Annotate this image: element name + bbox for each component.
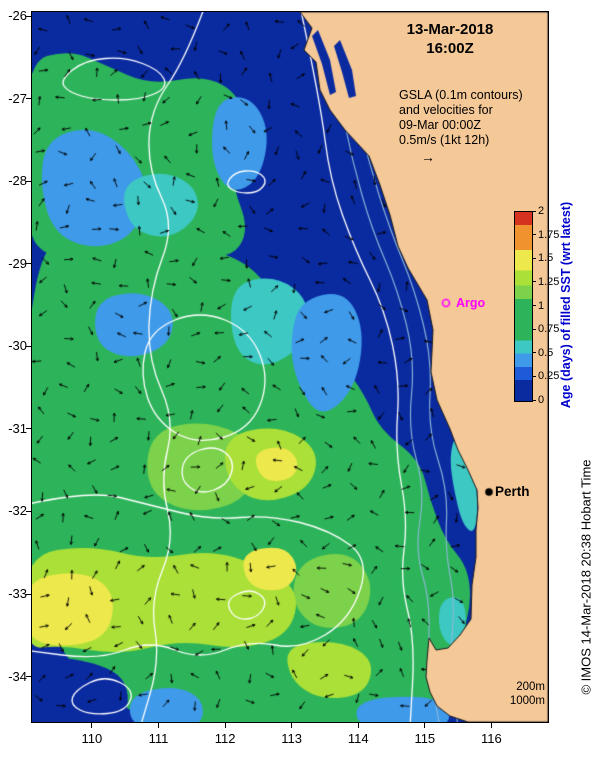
x-axis-tick xyxy=(224,722,226,728)
y-axis-tick-label: -28 xyxy=(8,173,27,189)
x-axis-tick xyxy=(91,722,93,728)
velocity-scale-arrow-icon: → xyxy=(421,149,435,165)
colorbar-tick-label: 0.25 xyxy=(538,370,560,383)
y-axis-tick xyxy=(26,263,32,265)
colorbar-tick-label: 1.5 xyxy=(538,252,554,265)
colorbar-tick-label: 0.75 xyxy=(538,323,560,336)
colorbar-tick xyxy=(532,328,536,330)
x-axis-tick-label: 112 xyxy=(214,731,236,746)
colorbar-tick xyxy=(532,399,536,401)
gsla-legend: GSLA (0.1m contours) and velocities for … xyxy=(399,88,523,165)
x-axis-tick-label: 111 xyxy=(148,731,169,746)
colorbar-tick xyxy=(532,305,536,306)
x-axis-tick-label: 116 xyxy=(481,731,502,746)
isobath-depth-label-1000m: 1000m xyxy=(509,695,545,707)
legend-line-4: 0.5m/s (1kt 12h) xyxy=(399,133,490,147)
colorbar-tick-label: 1 xyxy=(538,299,545,312)
y-axis-tick xyxy=(26,510,32,512)
x-axis-tick xyxy=(490,722,492,728)
colorbar-axis-label: Age (days) of filled SST (wrt latest) xyxy=(559,201,573,409)
map-datetime: 13-Mar-2018 16:00Z xyxy=(383,20,517,58)
colorbar-tick-label: 1.75 xyxy=(538,228,560,241)
y-axis-tick-label: -26 xyxy=(8,8,27,24)
legend-line-1: GSLA (0.1m contours) xyxy=(399,88,523,102)
y-axis-tick xyxy=(26,98,32,100)
y-axis-tick xyxy=(26,15,32,17)
colorbar xyxy=(514,211,533,402)
y-axis-tick xyxy=(26,345,32,347)
colorbar-tick xyxy=(532,210,536,212)
y-axis-tick-label: -32 xyxy=(8,503,27,519)
legend-line-2: and velocities for xyxy=(399,103,493,117)
y-axis-tick-label: -34 xyxy=(8,668,27,684)
argo-label: Argo xyxy=(456,296,486,310)
y-axis-tick xyxy=(26,676,32,678)
x-axis-tick xyxy=(158,722,159,728)
colorbar-tick-label: 1.25 xyxy=(538,275,560,288)
colorbar-tick xyxy=(532,234,536,236)
y-axis-tick-label: -33 xyxy=(8,586,27,602)
x-axis-tick-label: 110 xyxy=(81,731,103,746)
colorbar-tick-label: 0.5 xyxy=(538,346,554,359)
y-axis-tick-label: -29 xyxy=(8,255,27,271)
y-axis-tick-label: -27 xyxy=(8,90,27,106)
x-axis-tick-label: 113 xyxy=(281,731,303,746)
colorbar-tick-label: 0 xyxy=(538,394,545,406)
isobath-depth-label-200m: 200m xyxy=(516,681,545,693)
colorbar-tick-label: 2 xyxy=(538,205,545,217)
y-axis-tick-label: -31 xyxy=(8,420,27,436)
x-axis-tick-label: 114 xyxy=(347,731,369,746)
colorbar-tick xyxy=(532,352,536,354)
map-date: 13-Mar-2018 xyxy=(406,21,494,38)
y-axis-tick xyxy=(26,428,32,430)
credit-text: © IMOS 14-Mar-2018 20:38 Hobart Time xyxy=(578,459,594,695)
colorbar-tick xyxy=(532,281,536,283)
colorbar-tick xyxy=(532,257,536,259)
x-axis-tick-label: 115 xyxy=(414,731,436,746)
y-axis-tick xyxy=(26,593,32,595)
x-axis-tick xyxy=(357,722,359,728)
y-axis-tick-label: -30 xyxy=(8,338,27,354)
x-axis-tick xyxy=(291,722,293,728)
map-canvas xyxy=(31,11,549,723)
colorbar-tick xyxy=(532,375,536,377)
perth-label: Perth xyxy=(495,484,530,499)
x-axis-tick xyxy=(424,722,426,728)
y-axis-tick xyxy=(26,180,32,182)
legend-line-3: 09-Mar 00:00Z xyxy=(399,118,481,132)
map-time: 16:00Z xyxy=(426,40,474,57)
